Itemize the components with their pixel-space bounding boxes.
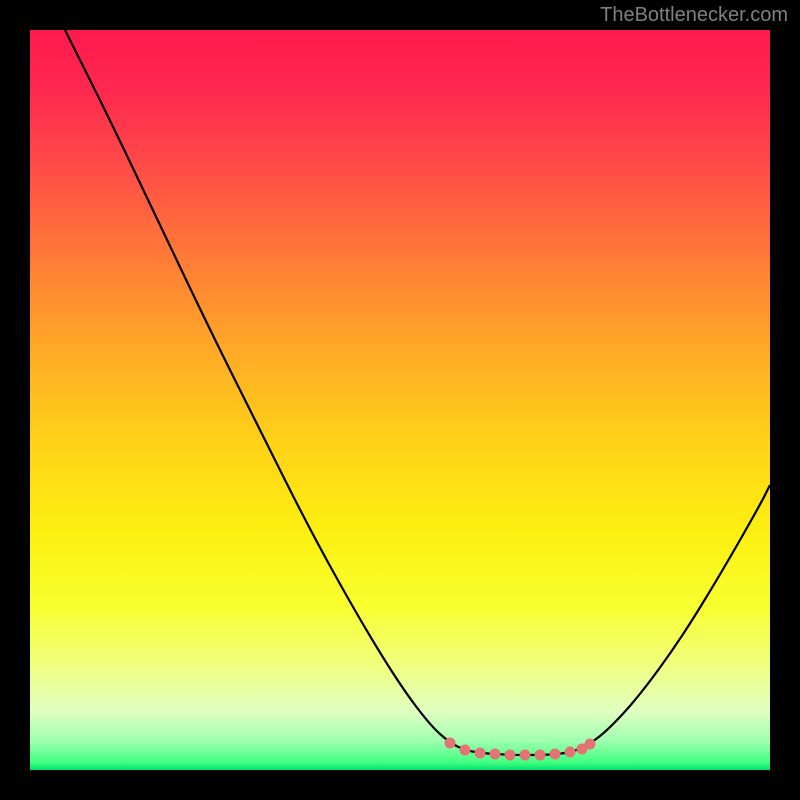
curve-marker [585, 739, 596, 750]
curve-marker [475, 748, 486, 759]
watermark-text: TheBottlenecker.com [600, 4, 788, 27]
curve-marker [490, 749, 501, 760]
curve-marker [550, 749, 561, 760]
curve-marker [460, 745, 471, 756]
chart-container [30, 30, 770, 770]
curve-marker [520, 750, 531, 761]
curve-marker [445, 738, 456, 749]
curve-marker [505, 750, 516, 761]
bottleneck-curve [30, 30, 770, 770]
curve-marker [565, 747, 576, 758]
curve-marker [535, 750, 546, 761]
